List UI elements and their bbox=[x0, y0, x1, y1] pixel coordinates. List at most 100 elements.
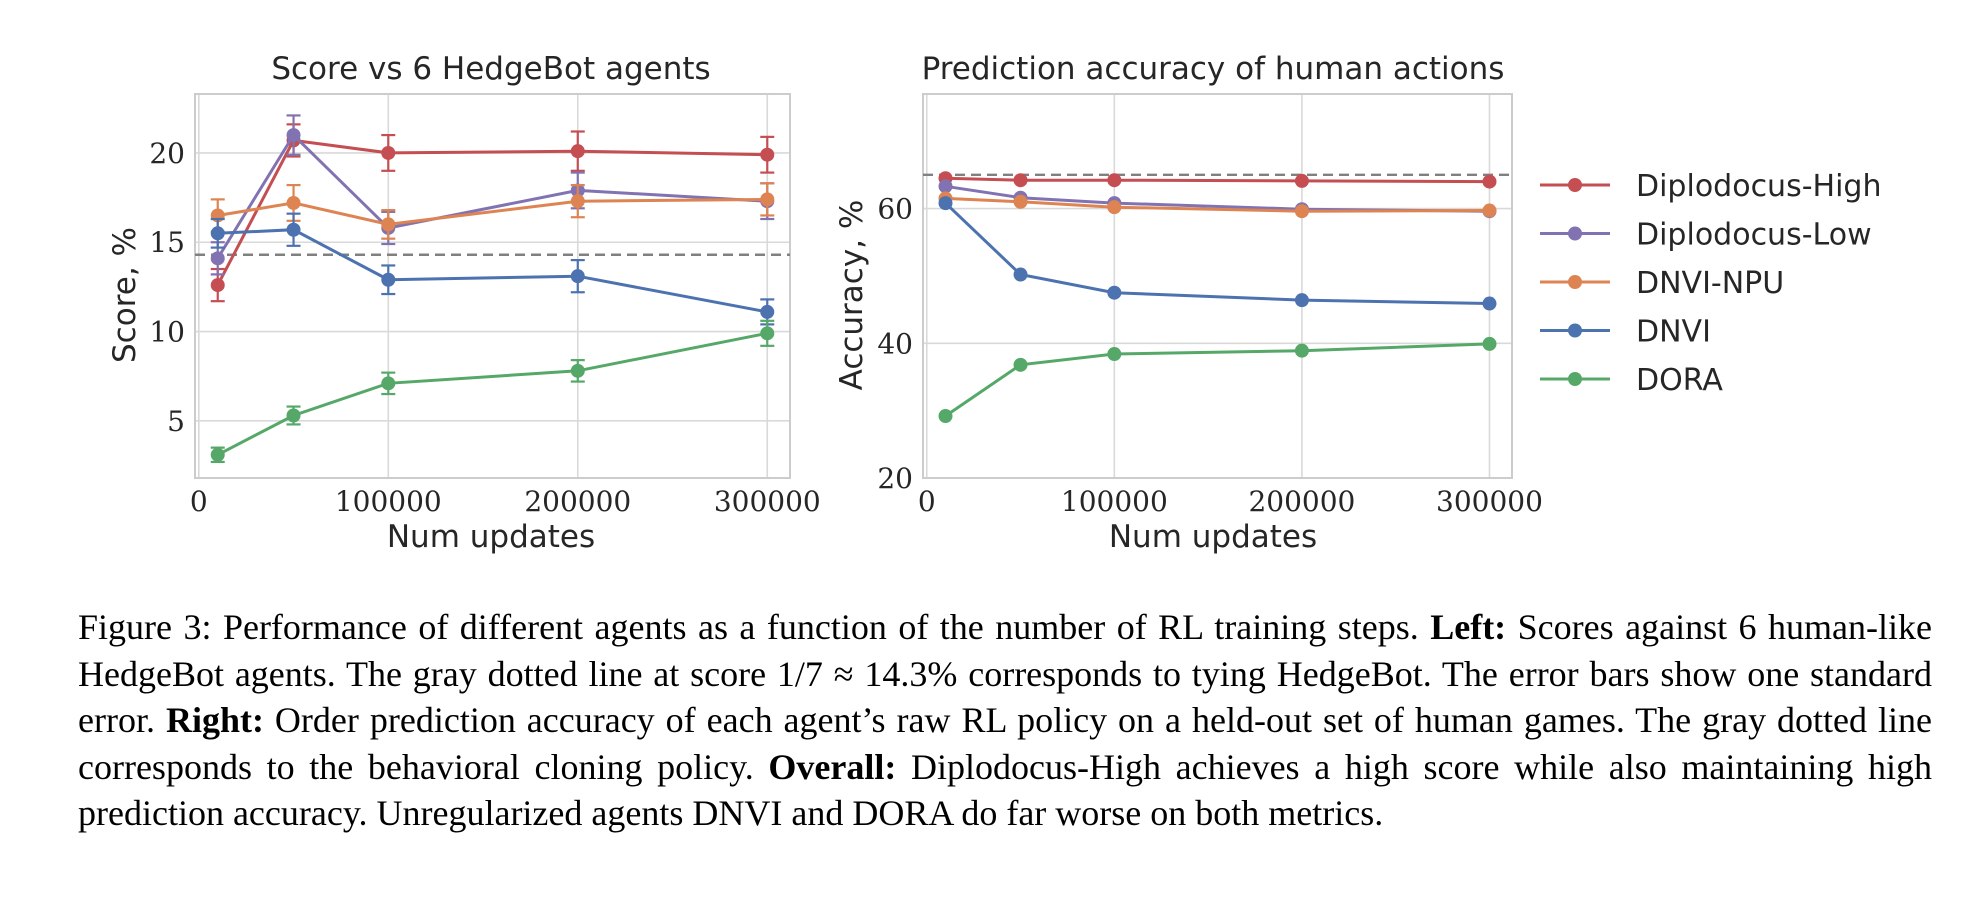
legend-marker bbox=[1568, 275, 1582, 289]
right-series-line bbox=[944, 342, 1490, 418]
left-x-tick-label: 200000 bbox=[524, 485, 631, 518]
right-data-point bbox=[1107, 347, 1122, 362]
left-data-point bbox=[570, 269, 585, 284]
legend-item-dora: DORA bbox=[1540, 363, 1723, 398]
right-data-point bbox=[1482, 203, 1497, 218]
legend-label: Diplodocus-Low bbox=[1636, 218, 1872, 253]
right-data-point bbox=[1013, 173, 1028, 188]
caption-right-heading: Right: bbox=[165, 700, 264, 740]
right-data-point bbox=[1013, 194, 1028, 209]
right-data-point bbox=[1107, 285, 1122, 300]
right-data-point bbox=[1482, 174, 1497, 189]
right-data-point bbox=[1013, 357, 1028, 372]
right-data-point bbox=[1294, 204, 1309, 219]
right-grid bbox=[923, 94, 1512, 479]
left-data-point bbox=[286, 408, 301, 423]
left-plot-frame bbox=[194, 93, 791, 479]
right-y-axis-label: Accuracy, % bbox=[834, 200, 870, 391]
left-y-tick-label: 15 bbox=[149, 226, 185, 259]
right-series-dnvi bbox=[938, 196, 1497, 311]
left-y-tick-label: 5 bbox=[167, 405, 185, 438]
legend-item-dnvi: DNVI bbox=[1540, 315, 1711, 350]
right-data-point bbox=[1013, 267, 1028, 282]
right-y-tick-label: 40 bbox=[877, 327, 913, 360]
left-series-line bbox=[217, 331, 768, 457]
right-series-dnvi-npu bbox=[938, 191, 1497, 219]
right-x-axis-label: Num updates bbox=[1109, 519, 1317, 555]
left-y-tick-label: 10 bbox=[149, 316, 185, 349]
figure: Score vs 6 HedgeBot agents Num updates S… bbox=[107, 51, 1881, 555]
left-data-point bbox=[210, 226, 225, 241]
right-chart-title: Prediction accuracy of human actions bbox=[922, 51, 1505, 87]
right-series-dora bbox=[938, 336, 1497, 424]
left-x-tick-label: 100000 bbox=[335, 485, 442, 518]
left-data-point bbox=[570, 144, 585, 159]
legend-label: DORA bbox=[1636, 363, 1723, 398]
left-data-point bbox=[760, 192, 775, 207]
right-x-tick-label: 100000 bbox=[1061, 485, 1168, 518]
left-series-dora bbox=[210, 319, 775, 464]
left-data-point bbox=[210, 278, 225, 293]
left-series-diplodocus-low bbox=[210, 114, 775, 276]
right-data-point bbox=[1107, 200, 1122, 215]
legend-marker bbox=[1568, 323, 1582, 338]
left-y-tick-label: 20 bbox=[149, 137, 185, 170]
caption-right-text: Order prediction accuracy of each agent’… bbox=[78, 700, 1933, 787]
caption-overall-text: Diplodocus-High achieves a high score wh… bbox=[78, 746, 1932, 834]
left-data-point bbox=[286, 128, 301, 143]
left-data-point bbox=[760, 304, 775, 319]
right-data-point bbox=[1294, 343, 1309, 358]
caption-left-text: Scores against 6 human-like HedgeBot age… bbox=[78, 607, 1932, 740]
legend-marker bbox=[1568, 178, 1582, 192]
legend-marker bbox=[1568, 226, 1582, 241]
figure-caption: Figure 3: Performance of different agent… bbox=[78, 604, 1932, 837]
right-data-point bbox=[938, 409, 953, 424]
left-data-point bbox=[210, 251, 225, 266]
left-x-axis-label: Num updates bbox=[387, 519, 595, 555]
right-x-tick-label: 200000 bbox=[1248, 485, 1355, 518]
left-data-point bbox=[570, 363, 585, 378]
right-series-line bbox=[944, 202, 1490, 305]
left-data-point bbox=[381, 376, 396, 391]
left-data-point bbox=[381, 145, 396, 160]
caption-overall-heading: Overall: bbox=[768, 746, 897, 787]
legend-marker bbox=[1568, 372, 1582, 386]
right-x-tick-label: 0 bbox=[918, 485, 936, 518]
left-data-point bbox=[381, 217, 396, 232]
right-data-point bbox=[1482, 336, 1497, 351]
caption-prefix: Figure 3: Performance of different agent… bbox=[78, 607, 1431, 647]
legend: Diplodocus-High Diplodocus-Low DNVI-NPU DNV… bbox=[1540, 169, 1881, 398]
left-data-point bbox=[760, 326, 775, 341]
left-panel: Score vs 6 HedgeBot agents Num updates S… bbox=[107, 51, 821, 555]
caption-left-heading: Left: bbox=[1430, 607, 1507, 647]
legend-item-diplodocus-low: Diplodocus-Low bbox=[1540, 218, 1872, 253]
left-data-point bbox=[286, 222, 301, 237]
right-data-point bbox=[938, 196, 953, 211]
right-y-tick-label: 60 bbox=[877, 193, 913, 226]
legend-label: DNVI-NPU bbox=[1636, 266, 1784, 301]
left-data-point bbox=[760, 147, 775, 162]
left-data-point bbox=[381, 272, 396, 287]
legend-label: DNVI bbox=[1636, 315, 1711, 350]
right-data-point bbox=[1107, 173, 1122, 188]
right-x-tick-label: 300000 bbox=[1436, 485, 1543, 518]
legend-label: Diplodocus-High bbox=[1636, 169, 1881, 204]
left-data-point bbox=[570, 194, 585, 209]
left-data-point bbox=[286, 195, 301, 210]
right-series-diplodocus-high bbox=[938, 171, 1497, 189]
right-y-tick-label: 20 bbox=[877, 462, 913, 495]
right-data-point bbox=[1294, 173, 1309, 188]
right-plot-frame bbox=[922, 93, 1513, 479]
left-y-axis-label: Score, % bbox=[107, 227, 143, 363]
legend-item-dnvi-npu: DNVI-NPU bbox=[1540, 266, 1784, 301]
left-chart-title: Score vs 6 HedgeBot agents bbox=[271, 51, 710, 87]
left-x-tick-label: 0 bbox=[190, 485, 208, 518]
right-data-point bbox=[938, 179, 953, 194]
left-data-point bbox=[210, 447, 225, 462]
right-data-point bbox=[1482, 296, 1497, 311]
legend-item-diplodocus-high: Diplodocus-High bbox=[1540, 169, 1881, 204]
left-series-dnvi bbox=[210, 212, 775, 326]
right-panel: Prediction accuracy of human actions Num… bbox=[834, 51, 1543, 555]
left-x-tick-label: 300000 bbox=[714, 485, 821, 518]
right-data-point bbox=[1294, 293, 1309, 308]
